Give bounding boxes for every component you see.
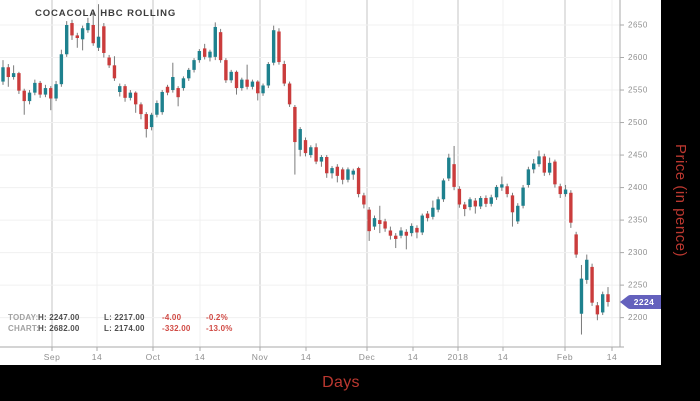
- svg-text:2350: 2350: [628, 216, 648, 225]
- y-axis-title: Price (in pence): [672, 143, 689, 258]
- svg-text:Feb: Feb: [557, 352, 573, 362]
- svg-text:2500: 2500: [628, 118, 648, 127]
- chart-high: H: 2682.00: [38, 323, 80, 333]
- today-high: H: 2247.00: [38, 313, 80, 322]
- status-row-chart: CHART: H: 2682.00 L: 2174.00 -332.00 -13…: [8, 324, 246, 335]
- x-axis-title: Days: [322, 374, 360, 391]
- svg-text:14: 14: [498, 352, 508, 362]
- chart-change-pct: -13.0%: [206, 323, 233, 333]
- chart-title: COCACOLA HBC ROLLING: [35, 8, 177, 19]
- chart-label: CHART:: [8, 323, 39, 333]
- x-axis-title-panel: Days: [0, 365, 700, 401]
- svg-text:Oct: Oct: [146, 352, 161, 362]
- today-change: -4.00: [162, 313, 182, 322]
- svg-text:2300: 2300: [628, 248, 648, 257]
- last-price-badge: 2224: [620, 295, 661, 310]
- svg-text:14: 14: [408, 352, 418, 362]
- svg-text:2200: 2200: [628, 313, 648, 322]
- today-label: TODAY:: [8, 313, 39, 322]
- svg-text:14: 14: [301, 352, 311, 362]
- svg-text:Sep: Sep: [44, 352, 61, 362]
- today-low: L: 2217.00: [104, 313, 145, 322]
- chart-change: -332.00: [162, 323, 191, 333]
- svg-text:2400: 2400: [628, 183, 648, 192]
- svg-text:Dec: Dec: [359, 352, 376, 362]
- y-axis-title-panel: Price (in pence): [661, 0, 700, 401]
- svg-text:2018: 2018: [448, 352, 469, 362]
- status-panel: TODAY: H: 2247.00 L: 2217.00 -4.00 -0.2%…: [8, 313, 246, 334]
- svg-text:2650: 2650: [628, 21, 648, 30]
- svg-text:2450: 2450: [628, 151, 648, 160]
- svg-text:14: 14: [92, 352, 102, 362]
- svg-text:2600: 2600: [628, 53, 648, 62]
- svg-text:14: 14: [195, 352, 205, 362]
- today-change-pct: -0.2%: [206, 313, 228, 322]
- status-row-today: TODAY: H: 2247.00 L: 2217.00 -4.00 -0.2%: [8, 313, 246, 324]
- svg-text:2250: 2250: [628, 281, 648, 290]
- svg-text:2550: 2550: [628, 86, 648, 95]
- last-price-value: 2224: [633, 297, 655, 308]
- svg-text:14: 14: [607, 352, 617, 362]
- svg-text:Nov: Nov: [252, 352, 269, 362]
- chart-low: L: 2174.00: [104, 323, 145, 333]
